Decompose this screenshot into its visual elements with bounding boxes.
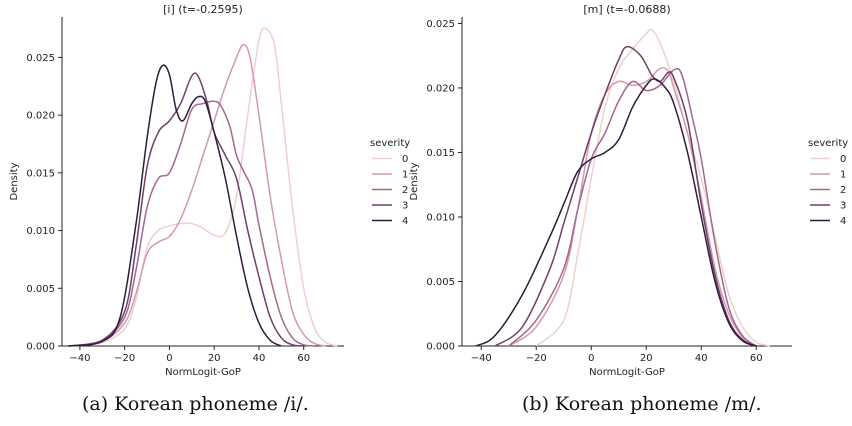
chart1-series-line-2 xyxy=(68,100,315,347)
chart1-y-tick-label-1: 0.005 xyxy=(26,284,55,295)
chart2-y-axis-label: Density xyxy=(409,162,420,200)
chart1-y-axis-label: Density xyxy=(9,162,20,200)
chart1-y-tick-label-3: 0.015 xyxy=(26,168,55,179)
chart2-x-tick-label-3: 20 xyxy=(640,353,653,364)
chart2-x-tick-label-5: 60 xyxy=(750,353,763,364)
chart1-x-axis-label: NormLogit-GoP xyxy=(165,367,241,378)
caption-a: (a) Korean phoneme /i/. xyxy=(82,393,309,415)
chart1-legend-title: severity xyxy=(370,138,410,149)
chart1-legend-label-3: 3 xyxy=(402,201,408,212)
chart1-legend-label-1: 1 xyxy=(402,170,408,181)
chart1-x-tick-label-2: 0 xyxy=(166,353,172,364)
chart1-x-tick-label-1: −20 xyxy=(114,353,135,364)
chart1-series-line-1 xyxy=(68,43,327,347)
chart2-x-tick-label-1: −20 xyxy=(526,353,547,364)
chart2-y-tick-label-5: 0.025 xyxy=(426,19,455,30)
chart2-series-line-2 xyxy=(508,67,757,347)
chart1-series-line-4 xyxy=(68,64,282,347)
chart2-legend-label-2: 2 xyxy=(840,185,846,196)
chart1-x-tick-label-3: 20 xyxy=(208,353,221,364)
chart2-y-tick-label-3: 0.015 xyxy=(426,148,455,159)
chart2-legend-title: severity xyxy=(808,138,848,149)
chart1-y-tick-label-4: 0.020 xyxy=(26,111,55,122)
chart2-legend-label-1: 1 xyxy=(840,170,846,181)
chart2-x-tick-label-2: 0 xyxy=(588,353,594,364)
chart1-x-tick-label-0: −40 xyxy=(69,353,90,364)
chart1-series-line-0 xyxy=(68,27,338,347)
chart2-series-line-3 xyxy=(494,45,757,347)
chart1-title: [i] (t=-0.2595) xyxy=(163,3,243,16)
chart1-legend-label-4: 4 xyxy=(402,216,408,227)
chart2-x-axis-label: NormLogit-GoP xyxy=(589,367,665,378)
chart1-legend-label-0: 0 xyxy=(402,154,408,165)
chart2-legend-label-0: 0 xyxy=(840,154,846,165)
chart1-series-line-3 xyxy=(68,72,304,347)
chart2-series-line-0 xyxy=(535,28,771,347)
chart1-y-tick-label-2: 0.010 xyxy=(26,226,55,237)
chart2-legend-label-3: 3 xyxy=(840,201,846,212)
chart1-y-tick-label-5: 0.025 xyxy=(26,53,55,64)
chart2-title: [m] (t=-0.0688) xyxy=(583,3,670,16)
chart2-y-tick-label-1: 0.005 xyxy=(426,277,455,288)
chart2-y-tick-label-4: 0.020 xyxy=(426,83,455,94)
chart2-series-line-4 xyxy=(475,78,757,347)
caption-b: (b) Korean phoneme /m/. xyxy=(522,393,762,415)
chart1-x-tick-label-4: 40 xyxy=(253,353,266,364)
chart1-legend-label-2: 2 xyxy=(402,185,408,196)
chart2-x-tick-label-4: 40 xyxy=(695,353,708,364)
chart2-y-tick-label-0: 0.000 xyxy=(426,342,455,353)
chart2-legend-label-4: 4 xyxy=(840,216,846,227)
chart1-y-tick-label-0: 0.000 xyxy=(26,342,55,353)
chart2-y-tick-label-2: 0.010 xyxy=(426,212,455,223)
chart1-x-tick-label-5: 60 xyxy=(297,353,310,364)
chart2-x-tick-label-0: −40 xyxy=(471,353,492,364)
